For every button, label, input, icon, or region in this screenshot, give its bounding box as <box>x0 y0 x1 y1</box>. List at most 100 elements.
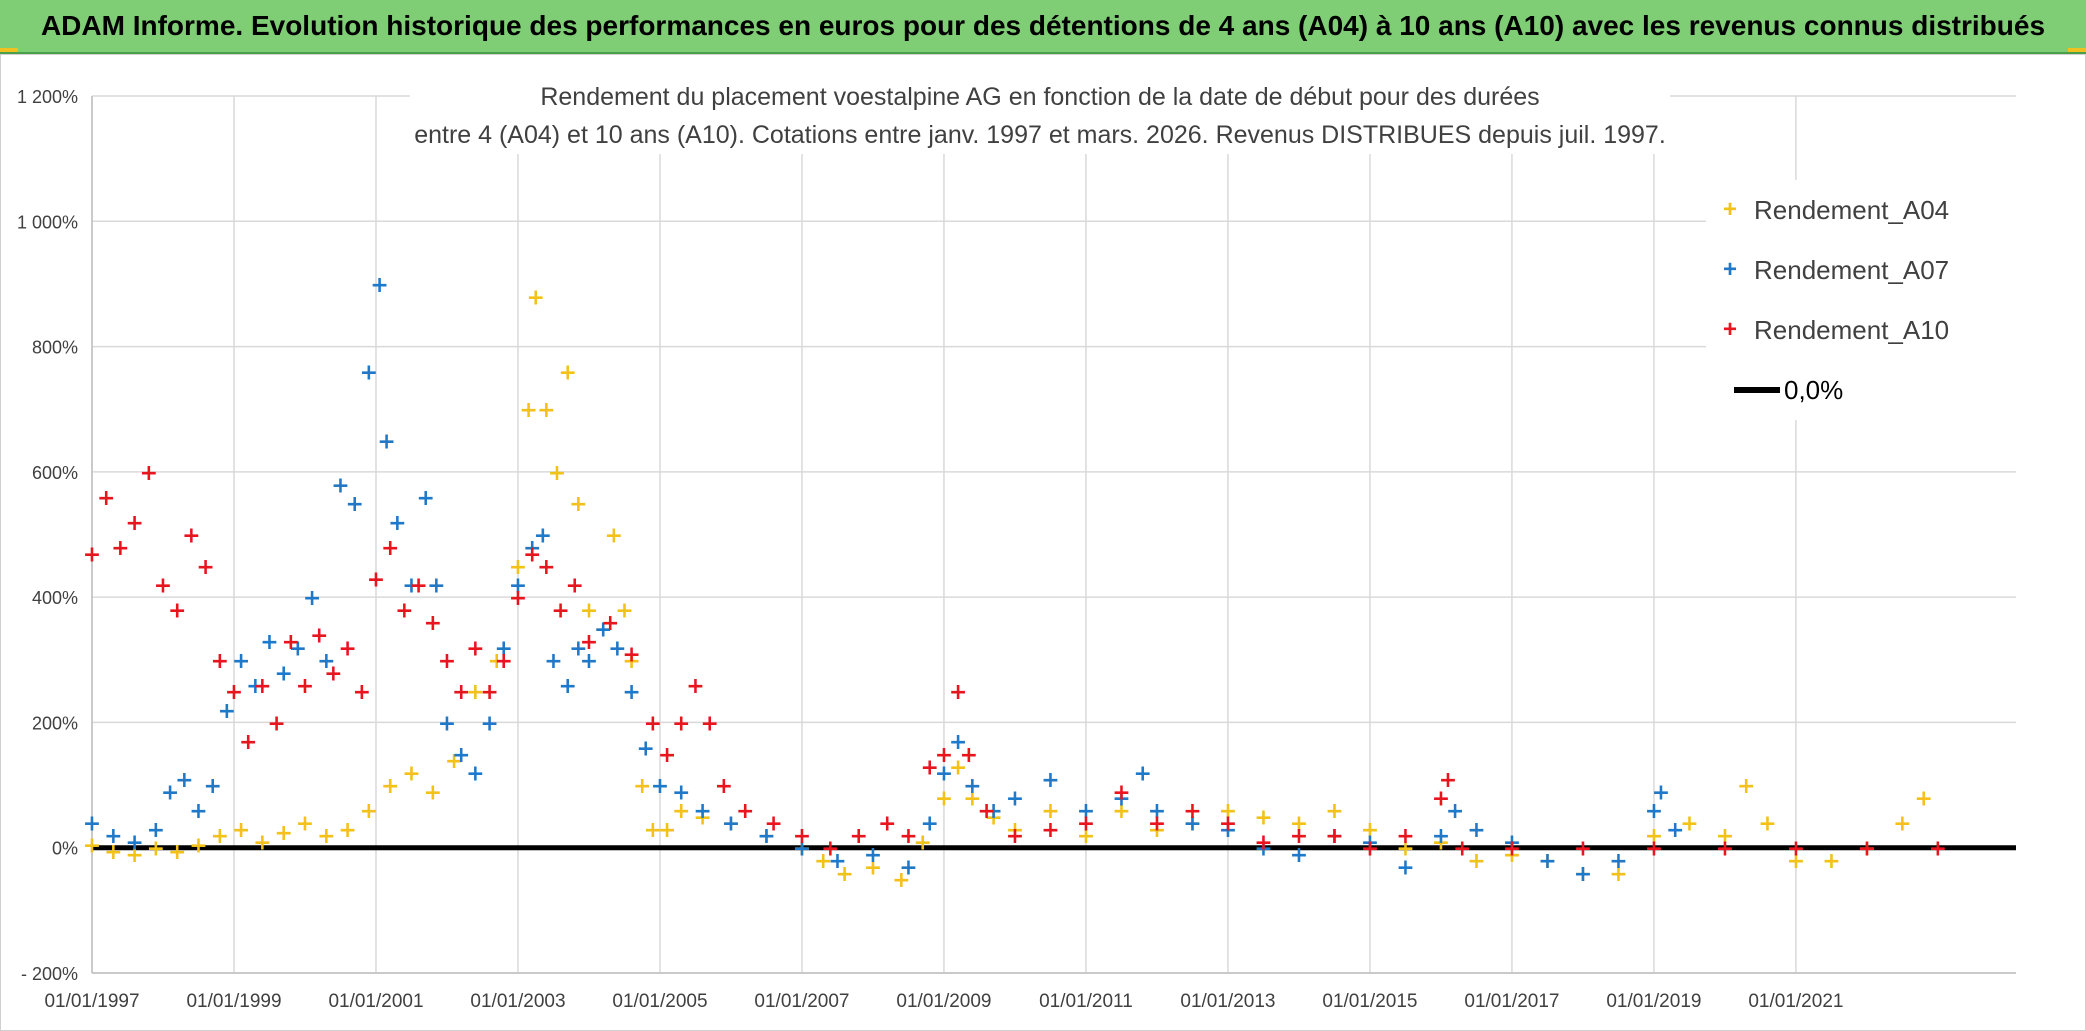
data-point-rendement-a04: + <box>1325 799 1343 824</box>
chart-plot: - 200% 0% 200% 400% 600% 800% 1 000% 1 200% 01/0… <box>17 87 2016 1012</box>
data-point-rendement-a07: + <box>260 630 278 655</box>
data-point-rendement-a10: + <box>438 649 456 674</box>
data-point-rendement-a04: + <box>949 755 967 780</box>
data-point-rendement-a07: + <box>637 736 655 761</box>
data-point-rendement-a04: + <box>1680 812 1698 837</box>
data-point-rendement-a07: + <box>899 856 917 881</box>
data-point-rendement-a10: + <box>466 636 484 661</box>
data-point-rendement-a10: + <box>1254 830 1272 855</box>
data-point-rendement-a07: + <box>1645 799 1663 824</box>
data-point-rendement-a10: + <box>424 611 442 636</box>
data-point-rendement-a10: + <box>140 461 158 486</box>
y-tick-label: 600% <box>32 463 78 483</box>
data-point-rendement-a04: + <box>548 461 566 486</box>
data-point-rendement-a04: + <box>1893 812 1911 837</box>
legend-item-a04: + Rendement_A04 <box>1706 190 1949 230</box>
data-point-rendement-a07: + <box>83 812 101 837</box>
data-point-rendement-a10: + <box>566 574 584 599</box>
data-point-rendement-a07: + <box>558 674 576 699</box>
data-point-rendement-a07: + <box>1467 818 1485 843</box>
data-point-rendement-a07: + <box>1652 780 1670 805</box>
data-point-rendement-a10: + <box>211 649 229 674</box>
data-point-rendement-a04: + <box>1432 830 1450 855</box>
data-point-rendement-a04: + <box>1538 849 1556 874</box>
legend-item-zero: 0,0% <box>1734 370 1843 410</box>
data-point-rendement-a04: + <box>984 805 1002 830</box>
x-tick-label: 01/01/2003 <box>470 991 565 1012</box>
chart-title-line2: entre 4 (A04) et 10 ans (A10). Cotations… <box>414 121 1666 149</box>
data-point-rendement-a10: + <box>353 680 371 705</box>
data-point-rendement-a07: + <box>232 649 250 674</box>
data-point-rendement-a04: + <box>1112 799 1130 824</box>
data-point-rendement-a04: + <box>722 812 740 837</box>
legend-line-zero <box>1734 387 1780 393</box>
x-tick-label: 01/01/2009 <box>896 991 991 1012</box>
legend-label-zero: 0,0% <box>1784 374 1844 405</box>
data-point-rendement-a10: + <box>523 542 541 567</box>
data-point-rendement-a10: + <box>367 567 385 592</box>
data-point-rendement-a07: + <box>651 774 669 799</box>
data-point-rendement-a07: + <box>1219 818 1237 843</box>
data-point-rendement-a07: + <box>864 843 882 868</box>
data-point-rendement-a04: + <box>189 834 207 859</box>
x-tick-label: 01/01/1997 <box>44 991 139 1012</box>
data-point-rendement-a04: + <box>1467 849 1485 874</box>
legend-marker-a04: + <box>1722 196 1737 223</box>
data-point-rendement-a07: + <box>963 774 981 799</box>
data-point-rendement-a07: + <box>693 799 711 824</box>
data-point-rendement-a04: + <box>693 805 711 830</box>
data-point-rendement-a07: + <box>370 273 388 298</box>
x-tick-label: 01/01/1999 <box>186 991 281 1012</box>
data-point-rendement-a07: + <box>246 674 264 699</box>
data-point-rendement-a07: + <box>427 574 445 599</box>
y-tick-label: - 200% <box>21 964 78 984</box>
data-point-rendement-a07: + <box>161 780 179 805</box>
data-point-rendement-a10: + <box>601 611 619 636</box>
data-point-rendement-a04: + <box>519 398 537 423</box>
data-point-rendement-a04: + <box>274 821 292 846</box>
data-point-rendement-a04: + <box>104 840 122 865</box>
data-point-rendement-a07: + <box>416 486 434 511</box>
data-point-rendement-a04: + <box>381 774 399 799</box>
data-point-rendement-a07: + <box>377 430 395 455</box>
data-point-rendement-a07: + <box>1290 843 1308 868</box>
data-point-rendement-a10: + <box>949 680 967 705</box>
y-tick-label: 1 000% <box>17 212 78 232</box>
data-point-rendement-a10: + <box>1290 824 1308 849</box>
data-point-rendement-a10: + <box>1041 818 1059 843</box>
data-point-rendement-a04: + <box>1077 824 1095 849</box>
data-point-rendement-a04: + <box>793 837 811 862</box>
data-point-rendement-a10: + <box>338 636 356 661</box>
data-point-rendement-a07: + <box>1666 818 1684 843</box>
data-point-rendement-a10: + <box>267 711 285 736</box>
data-point-rendement-a07: + <box>147 818 165 843</box>
data-point-rendement-a04: + <box>1914 787 1932 812</box>
data-point-rendement-a07: + <box>452 743 470 768</box>
data-point-rendement-a07: + <box>828 849 846 874</box>
data-point-rendement-a10: + <box>1645 837 1663 862</box>
data-point-rendement-a04: + <box>864 856 882 881</box>
x-tick-label: 01/01/2019 <box>1606 991 1701 1012</box>
data-point-rendement-a04: + <box>317 824 335 849</box>
chart-title: Rendement du placement voestalpine AG en… <box>410 78 1670 154</box>
data-point-rendement-a10: + <box>1006 824 1024 849</box>
data-point-rendement-a07: + <box>1041 768 1059 793</box>
data-point-rendement-a07: + <box>388 511 406 536</box>
data-point-rendement-a04: + <box>892 868 910 893</box>
data-point-rendement-a10: + <box>736 799 754 824</box>
chart-banner-title: ADAM Informe. Evolution historique des p… <box>0 0 2086 54</box>
data-point-rendement-a04: + <box>338 818 356 843</box>
data-point-rendement-a10: + <box>1574 837 1592 862</box>
data-point-rendement-a04: + <box>1737 774 1755 799</box>
data-point-rendement-a07: + <box>317 649 335 674</box>
data-point-rendement-a07: + <box>203 774 221 799</box>
data-point-rendement-a07: + <box>544 649 562 674</box>
x-tick-label: 01/01/2007 <box>754 991 849 1012</box>
data-point-rendement-a07: + <box>569 636 587 661</box>
data-point-rendement-a10: + <box>282 630 300 655</box>
data-point-rendement-a07: + <box>1006 787 1024 812</box>
data-point-rendement-a10: + <box>83 542 101 567</box>
y-tick-label: 800% <box>32 338 78 358</box>
data-point-rendement-a04: + <box>83 834 101 859</box>
data-point-rendement-a10: + <box>480 680 498 705</box>
